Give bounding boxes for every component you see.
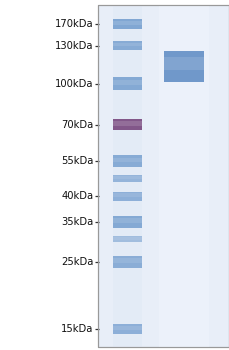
Text: 55kDa: 55kDa	[61, 156, 93, 166]
Bar	[113, 194, 142, 197]
Bar	[113, 155, 142, 167]
Bar	[113, 41, 142, 50]
Text: 170kDa: 170kDa	[55, 19, 93, 29]
Bar	[113, 191, 142, 201]
Bar	[163, 57, 203, 70]
Bar	[113, 237, 142, 240]
Text: 35kDa: 35kDa	[61, 217, 93, 227]
Bar	[113, 80, 142, 85]
Bar	[113, 119, 142, 131]
Text: 25kDa: 25kDa	[61, 257, 93, 267]
Bar	[113, 121, 142, 126]
Text: 40kDa: 40kDa	[61, 191, 93, 201]
Bar	[113, 175, 142, 182]
Bar	[113, 216, 142, 228]
Bar	[113, 324, 142, 334]
Bar	[113, 258, 142, 263]
Bar	[113, 158, 142, 162]
Bar	[113, 236, 142, 242]
Bar	[97, 5, 228, 346]
Bar	[113, 5, 142, 346]
Bar	[113, 21, 142, 25]
Text: 100kDa: 100kDa	[55, 79, 93, 89]
Text: 15kDa: 15kDa	[61, 324, 93, 334]
Bar	[97, 5, 228, 346]
Bar	[113, 256, 142, 268]
Bar	[163, 51, 203, 82]
Text: 130kDa: 130kDa	[55, 41, 93, 50]
Bar	[113, 218, 142, 223]
Bar	[158, 5, 208, 346]
Bar	[113, 326, 142, 330]
Bar	[113, 176, 142, 179]
Text: 70kDa: 70kDa	[61, 120, 93, 130]
Bar	[113, 43, 142, 47]
Bar	[113, 19, 142, 29]
Bar	[113, 77, 142, 90]
